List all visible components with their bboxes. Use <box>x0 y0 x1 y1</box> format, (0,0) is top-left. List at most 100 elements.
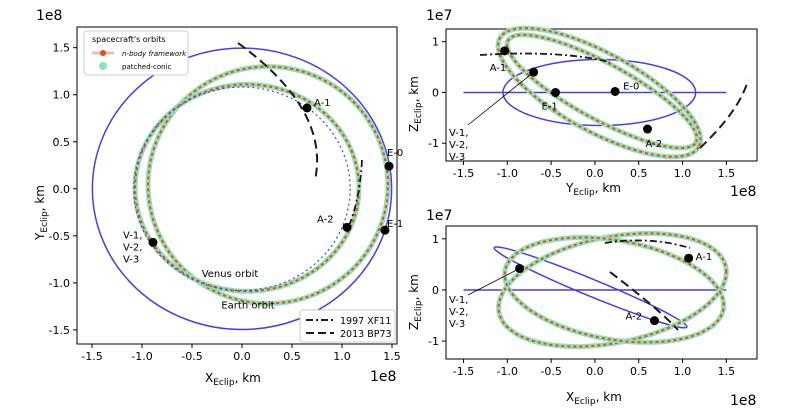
point-label-line: A-1 <box>314 98 331 109</box>
earth-orbit <box>91 47 393 331</box>
y-ticks: -1.5 -1.0 -0.5 0.0 0.5 1.0 1.5 <box>49 42 77 337</box>
x-tick-label: -1.0 <box>131 350 152 363</box>
sc-orbit-inner-patched <box>132 81 362 294</box>
tr-plot-area: A-1 V-1, V-2, V-3 E-1 E-0 A-2 <box>449 25 749 163</box>
tr-x-ticks: -1.5 -1.0 -0.5 0.0 0.5 1.0 1.5 <box>453 161 735 180</box>
tr-leader-line <box>467 71 534 126</box>
tr-x-offset-label: 1e8 <box>730 184 756 200</box>
legend-asteroids: 1997 XF11 2013 BP73 <box>299 309 396 343</box>
point-v-1, <box>515 263 525 273</box>
tr-y-offset-label: 1e7 <box>426 8 452 24</box>
y-tick-label: 0.0 <box>53 183 71 196</box>
br-plot-frame <box>445 225 758 360</box>
point-label-line: V-1, <box>449 128 468 139</box>
x-tick-label: 0.0 <box>586 365 604 378</box>
x-tick-label: 0.5 <box>283 350 301 363</box>
x-tick-label: 1.5 <box>718 167 736 180</box>
y-tick-label: -1.0 <box>49 277 70 290</box>
point-v-1, <box>529 67 539 77</box>
x-tick-label: 1.0 <box>674 365 692 378</box>
xz-panel: 1e7 A-1 V-1, V-2, V-3 A-2 -1.5 -1.0 -0.5 0.0 0.5… <box>407 208 758 409</box>
legend-entry-patched: patched-conic <box>122 63 172 71</box>
point-label: A-1 <box>490 63 507 74</box>
tr-plot-frame <box>445 28 758 162</box>
asteroid-1997xf11 <box>347 159 363 229</box>
point-v-1, <box>148 237 158 247</box>
sc-orbit-inner-nbody <box>133 83 360 293</box>
point-label-line: V-3 <box>449 319 465 330</box>
point-label-line: E-0 <box>623 81 639 92</box>
point-label: E-0 <box>623 81 639 92</box>
br-leader-line <box>467 268 520 296</box>
point-label-line: A-2 <box>645 139 662 150</box>
xy-panel: 1e8 Earth orbit Venus orbit A-1 E-0 A-2 E-1 V-… <box>33 8 403 388</box>
br-y-ticks: -1 0 1 <box>428 233 446 348</box>
point-label-line: V-3 <box>123 254 139 265</box>
yz-panel: 1e7 A-1 V-1, V-2, V-3 E-1 E-0 A-2 -1.5 -1.0 -0.5… <box>407 8 758 200</box>
x-tick-label: -1.5 <box>453 167 474 180</box>
x-tick-label: -0.5 <box>540 167 561 180</box>
venus-orbit <box>133 86 351 292</box>
y-tick-label: 0.5 <box>53 136 71 149</box>
plot-frame <box>76 26 398 345</box>
legend-title: spacecraft's orbits <box>92 35 166 44</box>
point-label: E-0 <box>387 148 403 159</box>
x-tick-label: 1.5 <box>718 365 736 378</box>
x-tick-label: 1.0 <box>674 167 692 180</box>
point-a-1 <box>302 103 312 113</box>
point-label: A-2 <box>317 214 334 225</box>
br-y-offset-label: 1e7 <box>426 208 452 224</box>
earth-orbit-proj <box>493 246 688 329</box>
tr-asteroid-2013bp73 <box>699 79 749 149</box>
point-label: E-1 <box>387 219 403 230</box>
br-sc-orbit-0-nbody <box>497 232 728 348</box>
point-a-2 <box>342 222 352 232</box>
point-label-line: E-1 <box>542 101 558 112</box>
y-tick-label: 1 <box>432 36 439 49</box>
y-tick-label: 1 <box>432 233 439 246</box>
br-x-axis-label: XEclip, km <box>566 390 622 407</box>
tr-y-ticks: -1 0 1 <box>428 36 446 150</box>
point-e-1 <box>380 225 390 235</box>
point-label-line: V-1, <box>123 230 142 241</box>
x-tick-label: -1.0 <box>497 365 518 378</box>
point-a-2 <box>650 316 660 326</box>
point-label-line: A-2 <box>626 312 643 323</box>
br-y-axis-label: ZEclip, km <box>407 274 424 330</box>
point-label-line: V-3 <box>449 152 465 163</box>
point-label-line: V-2, <box>123 242 142 253</box>
y-tick-label: -1.5 <box>49 324 70 337</box>
point-label-line: V-2, <box>449 307 468 318</box>
point-label: A-2 <box>645 139 662 150</box>
br-x-ticks: -1.5 -1.0 -0.5 0.0 0.5 1.0 1.5 <box>453 359 735 378</box>
y-tick-label: -0.5 <box>49 230 70 243</box>
point-label: V-1, V-2, V-3 <box>123 230 142 265</box>
y-tick-label: 1.5 <box>53 42 71 55</box>
x-tick-label: 1.5 <box>383 350 401 363</box>
x-tick-label: -0.5 <box>540 365 561 378</box>
br-asteroid-1997xf11 <box>604 239 691 249</box>
legend-entry-bp73: 2013 BP73 <box>340 329 392 340</box>
legend-marker-nbody <box>100 50 106 56</box>
y-axis-label: YEclip, km <box>33 185 50 241</box>
tr-asteroid-1997xf11 <box>479 52 611 63</box>
point-label-line: V-2, <box>449 140 468 151</box>
tr-x-axis-label: YEclip, km <box>565 181 621 198</box>
legend-entry-xf11: 1997 XF11 <box>340 316 391 327</box>
x-tick-label: 0.5 <box>630 167 648 180</box>
x-tick-label: 1.0 <box>333 350 351 363</box>
point-label: E-1 <box>542 101 558 112</box>
point-label-line: E-0 <box>387 148 403 159</box>
br-plot-area: A-1 V-1, V-2, V-3 A-2 <box>449 230 729 350</box>
x-tick-label: 0.0 <box>586 167 604 180</box>
point-label-line: E-1 <box>387 219 403 230</box>
point-label-line: V-1, <box>449 295 468 306</box>
point-label: V-1, V-2, V-3 <box>449 295 468 330</box>
x-tick-label: -1.5 <box>453 365 474 378</box>
point-e-1 <box>551 87 561 97</box>
point-label-line: A-1 <box>490 63 507 74</box>
earth-orbit-label: Earth orbit <box>221 300 274 311</box>
x-offset-label: 1e8 <box>370 369 396 385</box>
legend-marker-patched <box>99 62 107 70</box>
